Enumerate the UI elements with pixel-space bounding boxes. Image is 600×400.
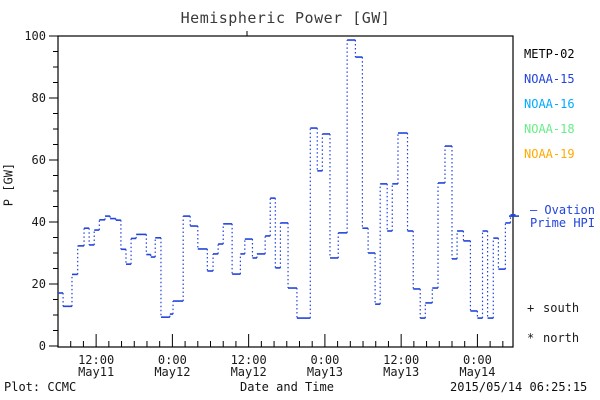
- y-tick-label: 100: [24, 29, 46, 43]
- x-axis-title: Date and Time: [240, 380, 334, 394]
- legend-item-metp-02: METP-02: [524, 47, 575, 61]
- y-tick-label: 60: [32, 153, 46, 167]
- x-tick-time-label: 0:00: [310, 353, 339, 367]
- y-tick-label: 40: [32, 215, 46, 229]
- y-tick-label: 20: [32, 277, 46, 291]
- legend-item-noaa-18: NOAA-18: [524, 122, 575, 136]
- ovation-series-name: Ovation: [544, 203, 595, 217]
- ovation-series-label-line1: — Ovation: [513, 204, 595, 217]
- x-tick-date-label: May13: [307, 365, 343, 379]
- south-label: south: [543, 301, 580, 315]
- x-tick-date-label: May13: [383, 365, 419, 379]
- page-title: Hemispheric Power [GW]: [180, 9, 391, 27]
- y-tick-label: 80: [32, 91, 46, 105]
- south-marker-symbol: +: [527, 301, 535, 315]
- south-legend: + south: [527, 301, 579, 315]
- plot-timestamp: 2015/05/14 06:25:15: [450, 380, 588, 394]
- x-tick-time-label: 12:00: [231, 353, 267, 367]
- plot-border: [57, 35, 514, 348]
- satellite-legend: METP-02 NOAA-15 NOAA-16 NOAA-18 NOAA-19: [524, 42, 575, 167]
- plot-source-label: Plot: CCMC: [4, 380, 77, 394]
- north-marker-symbol: *: [527, 331, 535, 345]
- y-tick-label: 0: [39, 339, 46, 353]
- legend-item-noaa-19: NOAA-19: [524, 147, 575, 161]
- x-tick-time-label: 0:00: [158, 353, 187, 367]
- x-tick-time-label: 0:00: [463, 353, 492, 367]
- north-legend: * north: [527, 331, 579, 345]
- x-tick-time-label: 12:00: [383, 353, 419, 367]
- ovation-series-label-line2: Prime HPI: [529, 216, 595, 230]
- ovation-series-label: — Ovation Prime HPI: [513, 204, 595, 230]
- x-tick-date-label: May14: [459, 365, 495, 379]
- legend-item-noaa-16: NOAA-16: [524, 97, 575, 111]
- y-axis-title: P [GW]: [1, 162, 16, 207]
- legend-item-noaa-15: NOAA-15: [524, 72, 575, 86]
- x-tick-date-label: May11: [78, 365, 114, 379]
- ovation-line-swatch: —: [529, 203, 538, 217]
- x-tick-date-label: May12: [154, 365, 190, 379]
- x-tick-date-label: May12: [231, 365, 267, 379]
- x-tick-time-label: 12:00: [78, 353, 114, 367]
- north-label: north: [543, 331, 580, 345]
